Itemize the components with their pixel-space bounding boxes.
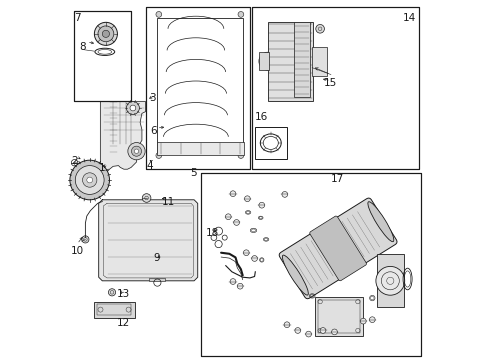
Circle shape (87, 177, 92, 183)
Circle shape (368, 317, 374, 323)
Text: 14: 14 (402, 13, 415, 23)
Circle shape (156, 153, 162, 158)
Bar (318, 300, 359, 333)
Circle shape (305, 331, 311, 337)
Bar (94, 302, 134, 318)
Circle shape (233, 220, 239, 225)
Bar (73, 11, 131, 101)
Ellipse shape (282, 255, 308, 295)
Text: 9: 9 (153, 253, 160, 264)
Text: 8: 8 (80, 42, 86, 53)
Circle shape (294, 328, 300, 333)
Polygon shape (99, 200, 197, 281)
Ellipse shape (367, 202, 393, 242)
Circle shape (156, 12, 162, 17)
Text: 18: 18 (205, 228, 219, 238)
Circle shape (126, 102, 139, 114)
Wedge shape (258, 52, 267, 70)
Bar (157, 18, 242, 153)
Text: 3: 3 (149, 93, 155, 103)
Text: 7: 7 (75, 13, 81, 23)
Bar (376, 254, 403, 307)
Circle shape (130, 105, 136, 111)
Text: 15: 15 (323, 78, 336, 89)
Circle shape (360, 318, 366, 324)
Circle shape (284, 322, 289, 328)
Text: 13: 13 (117, 289, 130, 299)
Text: 1: 1 (99, 163, 105, 173)
Bar (201, 173, 420, 356)
Circle shape (237, 283, 243, 289)
Bar (267, 22, 312, 101)
Bar (202, 174, 419, 356)
Bar (258, 52, 268, 70)
Circle shape (70, 160, 109, 200)
Circle shape (108, 289, 115, 296)
Circle shape (315, 24, 324, 33)
Text: 17: 17 (330, 174, 344, 184)
Bar (97, 304, 131, 315)
Text: 6: 6 (150, 126, 157, 136)
Bar (251, 7, 418, 169)
Bar (73, 11, 131, 101)
Circle shape (243, 250, 249, 256)
Circle shape (94, 22, 117, 45)
Circle shape (251, 256, 257, 261)
Circle shape (127, 143, 145, 160)
Bar (146, 8, 249, 168)
Text: 12: 12 (117, 318, 130, 328)
Bar (252, 8, 418, 168)
Circle shape (331, 329, 337, 335)
Circle shape (98, 26, 114, 42)
Circle shape (82, 173, 97, 187)
Circle shape (81, 236, 89, 243)
Circle shape (230, 191, 235, 197)
Bar (254, 127, 286, 159)
Bar (311, 47, 326, 76)
Text: 11: 11 (162, 197, 175, 207)
Text: 16: 16 (254, 112, 267, 122)
FancyBboxPatch shape (309, 216, 366, 281)
Bar (201, 173, 420, 356)
Bar (251, 7, 418, 169)
Circle shape (238, 12, 244, 17)
Text: 4: 4 (146, 161, 153, 171)
Bar (159, 20, 241, 146)
Circle shape (102, 30, 109, 37)
Circle shape (230, 279, 235, 284)
Bar (145, 7, 249, 169)
Circle shape (134, 149, 139, 153)
Circle shape (282, 192, 287, 197)
Circle shape (225, 214, 231, 220)
Bar (314, 297, 363, 336)
Bar (145, 7, 249, 169)
Circle shape (75, 166, 104, 194)
Circle shape (320, 328, 325, 333)
Bar (294, 22, 309, 97)
Text: 10: 10 (71, 246, 84, 256)
Ellipse shape (326, 231, 349, 265)
Circle shape (244, 196, 250, 202)
Circle shape (142, 194, 151, 202)
Circle shape (375, 266, 404, 295)
Circle shape (258, 202, 264, 208)
Circle shape (238, 153, 244, 158)
Bar (157, 142, 244, 155)
Ellipse shape (321, 226, 354, 270)
Circle shape (131, 146, 141, 156)
Text: 5: 5 (189, 168, 196, 178)
FancyBboxPatch shape (279, 198, 396, 299)
Text: 2: 2 (71, 156, 78, 166)
Bar (149, 278, 165, 281)
Polygon shape (101, 102, 145, 177)
